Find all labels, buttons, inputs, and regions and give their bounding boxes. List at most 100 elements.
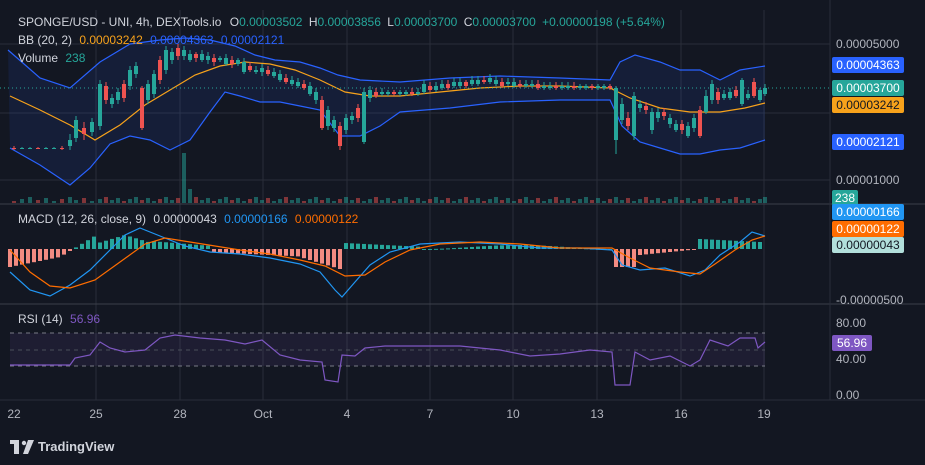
candle-body xyxy=(248,66,252,70)
candle-body xyxy=(758,90,762,100)
candle-body xyxy=(578,86,582,88)
macd-histogram-bar xyxy=(650,249,654,254)
volume-bar xyxy=(740,200,744,203)
volume-bar xyxy=(686,198,690,203)
candle-body xyxy=(140,88,144,128)
volume-bar xyxy=(428,199,432,203)
rsi-legend[interactable]: RSI (14) 56.96 xyxy=(18,312,100,326)
candle-body xyxy=(650,112,654,130)
time-axis-label: 16 xyxy=(674,407,688,421)
volume-bar xyxy=(380,200,384,203)
candle-body xyxy=(356,108,360,118)
candle-body xyxy=(704,96,708,112)
macd-label: MACD (12, 26, close, 9) xyxy=(18,212,147,226)
volume-bar xyxy=(458,199,462,203)
open-value: 0.00003502 xyxy=(239,15,303,29)
macd-histogram-bar xyxy=(224,249,228,253)
bb-label: BB (20, 2) xyxy=(18,33,73,47)
macd-histogram-bar xyxy=(686,249,690,251)
macd-histogram-bar xyxy=(44,249,48,260)
volume-bar xyxy=(116,198,120,203)
candle-body xyxy=(566,86,570,88)
macd-tick: -0.00000500 xyxy=(836,293,904,307)
candle-body xyxy=(374,92,378,96)
volume-bar xyxy=(446,198,450,203)
bb-upper-value: 0.00004363 xyxy=(150,33,214,47)
candle-body xyxy=(752,82,756,96)
candle-body xyxy=(740,80,744,104)
volume-bar xyxy=(320,200,324,203)
candle-body xyxy=(194,54,198,58)
volume-bar xyxy=(638,199,642,203)
candle-body xyxy=(746,94,750,98)
candle-body xyxy=(638,104,642,108)
bollinger-upper-line xyxy=(7,37,766,89)
volume-bar xyxy=(134,197,138,203)
volume-bar xyxy=(452,201,456,203)
macd-histogram-bar xyxy=(656,249,660,254)
macd-histogram-bar xyxy=(152,241,156,249)
volume-bar xyxy=(28,197,32,203)
candle-body xyxy=(482,80,486,82)
time-axis-label: 28 xyxy=(173,407,187,421)
close-label: C xyxy=(463,15,473,29)
candle-body xyxy=(236,60,240,64)
candle-body xyxy=(452,82,456,86)
candle-body xyxy=(284,78,288,82)
volume-bar xyxy=(572,201,576,203)
symbol-title[interactable]: SPONGE/USD - UNI, 4h, DEXTools.io xyxy=(18,15,222,29)
volume-bar xyxy=(230,200,234,203)
volume-bar xyxy=(506,198,510,203)
candle-body xyxy=(368,90,372,98)
candle-body xyxy=(254,70,258,72)
candle-body xyxy=(188,54,192,60)
volume-legend[interactable]: Volume 238 xyxy=(18,51,85,65)
candle-body xyxy=(176,48,180,56)
macd-legend[interactable]: MACD (12, 26, close, 9) 0.00000043 0.000… xyxy=(18,212,358,226)
symbol-legend[interactable]: SPONGE/USD - UNI, 4h, DEXTools.io O0.000… xyxy=(18,15,665,29)
volume-bar xyxy=(128,199,132,203)
volume-bar xyxy=(284,197,288,203)
volume-bar xyxy=(170,200,174,203)
volume-bar xyxy=(398,199,402,203)
candle-body xyxy=(242,62,246,72)
candle-body xyxy=(494,80,498,84)
macd-histogram-bar xyxy=(386,245,390,249)
candle-body xyxy=(104,86,108,100)
volume-bar xyxy=(536,198,540,203)
tradingview-brand[interactable]: TradingView xyxy=(10,439,114,454)
volume-bar xyxy=(20,199,24,203)
macd-histogram-bar xyxy=(626,249,630,267)
volume-bar xyxy=(554,197,558,203)
candle-body xyxy=(206,56,210,60)
volume-bar xyxy=(560,200,564,203)
bb-legend[interactable]: BB (20, 2) 0.00003242 0.00004363 0.00002… xyxy=(18,33,284,47)
macd-histogram-bar xyxy=(8,249,12,267)
time-axis-label: 13 xyxy=(590,407,604,421)
volume-bar xyxy=(644,197,648,203)
macd-histogram-bar xyxy=(80,243,84,249)
volume-bar xyxy=(308,199,312,203)
candle-body xyxy=(60,148,64,149)
macd-histogram-bar xyxy=(116,237,120,249)
macd-histogram-bar xyxy=(68,249,72,251)
last-price-badge: 0.00003700 xyxy=(832,80,904,96)
candle-body xyxy=(260,68,264,72)
macd-histogram-bar xyxy=(236,249,240,254)
volume-bar xyxy=(524,197,528,203)
time-axis-label: Oct xyxy=(253,407,273,421)
macd-histogram-bar xyxy=(668,249,672,252)
macd-histogram-bar xyxy=(422,248,426,250)
candle-body xyxy=(680,124,684,130)
volume-bar xyxy=(662,201,666,203)
macd-histogram-bar xyxy=(632,249,636,267)
volume-label: Volume xyxy=(18,51,59,65)
volume-bar xyxy=(362,201,366,203)
candle-body xyxy=(470,80,474,84)
bb-lower-badge: 0.00002121 xyxy=(832,134,904,150)
macd-histogram-bar xyxy=(362,243,366,249)
volume-bar xyxy=(716,198,720,203)
volume-bar xyxy=(188,189,192,203)
candle-body xyxy=(763,88,767,94)
